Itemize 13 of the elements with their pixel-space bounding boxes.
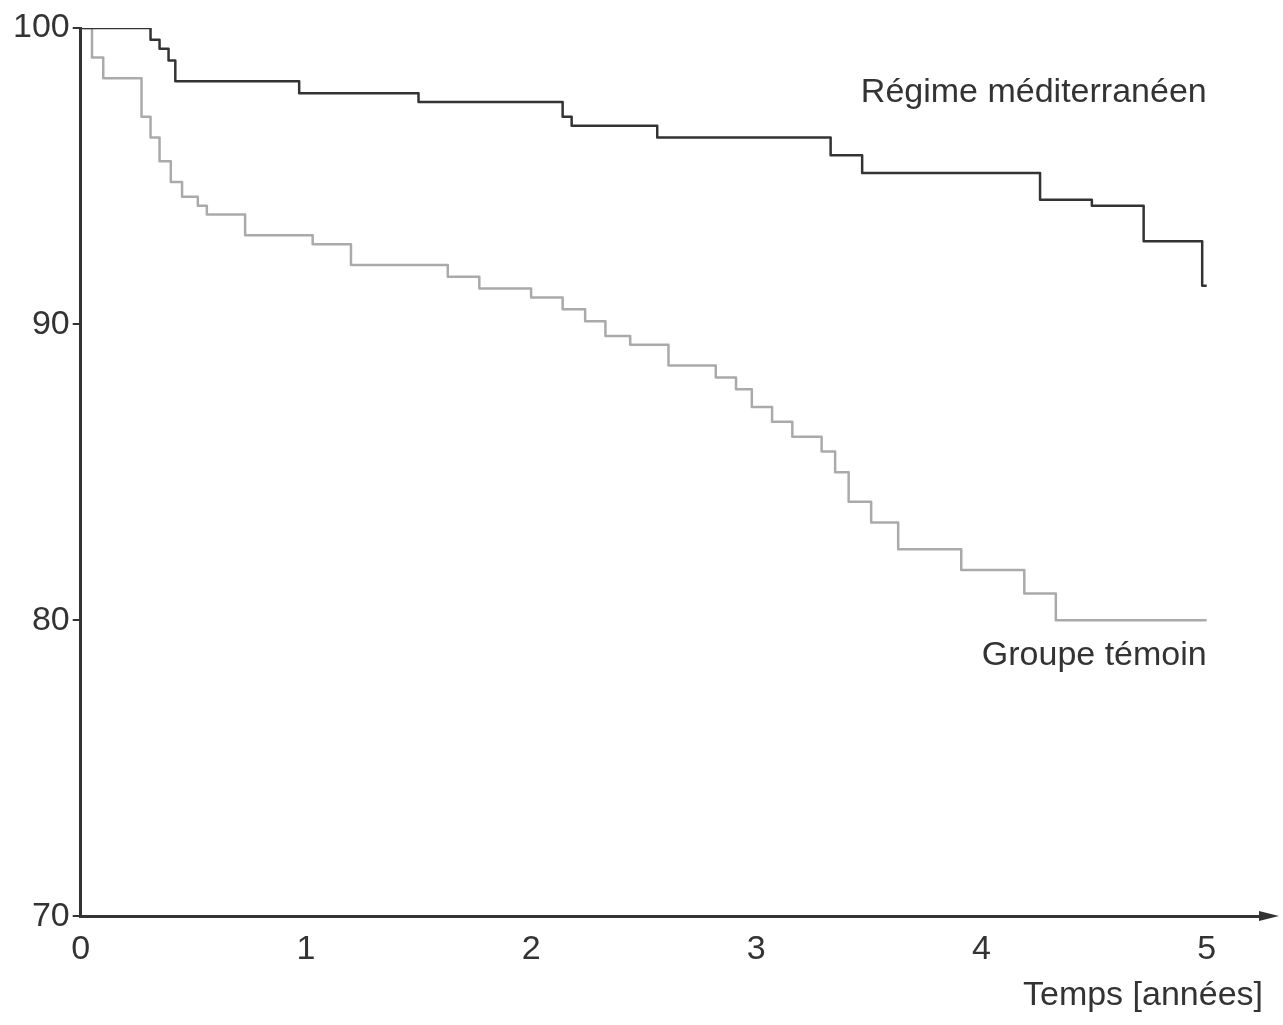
x-tick-label: 2 [521, 928, 541, 967]
x-tick-label: 3 [746, 928, 766, 967]
y-tick-label: 70 [31, 894, 70, 933]
y-tick-label: 90 [31, 302, 70, 341]
series-label: Groupe témoin [981, 633, 1207, 672]
x-tick-label: 1 [296, 928, 316, 967]
y-tick-label: 100 [12, 6, 70, 45]
x-tick-label: 5 [1197, 928, 1217, 967]
x-axis-title: Temps [années] [1022, 973, 1263, 1012]
x-tick-label: 0 [71, 928, 91, 967]
y-tick-label: 80 [31, 598, 70, 637]
x-tick-label: 4 [972, 928, 991, 967]
series-label: Régime méditerranéen [860, 70, 1207, 109]
